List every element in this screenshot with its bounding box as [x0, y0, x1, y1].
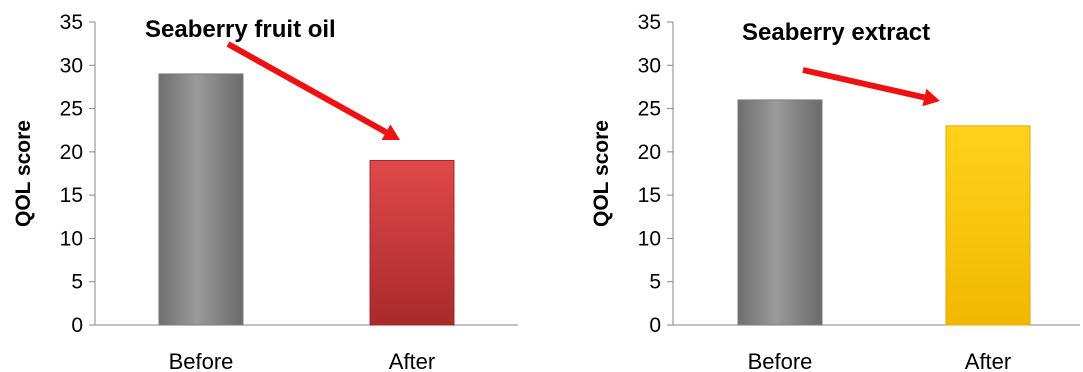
arrow-head [381, 124, 400, 141]
y-tick-label: 15 [638, 184, 661, 207]
y-tick-label: 10 [60, 227, 83, 250]
bar-before [737, 99, 823, 326]
y-tick-label: 0 [649, 314, 661, 337]
y-tick-label: 5 [649, 271, 661, 294]
y-tick-label: 30 [638, 54, 661, 77]
bar-after [945, 125, 1031, 326]
x-tick-label: After [389, 349, 435, 372]
y-axis-label: QOL score [12, 120, 35, 227]
y-tick-label: 5 [71, 271, 83, 294]
chart-title: Seaberry fruit oil [145, 16, 336, 43]
x-tick-label: Before [169, 349, 234, 372]
x-tick-label: Before [748, 349, 813, 372]
y-tick-label: 30 [60, 54, 83, 77]
y-tick-label: 35 [60, 11, 83, 34]
y-tick-label: 10 [638, 227, 661, 250]
y-tick-label: 25 [60, 98, 83, 121]
chart-1: 0 5 10 15 20 25 30 35 QOL score Before After Seaber… [12, 11, 518, 372]
arrow-shaft [802, 67, 926, 101]
y-tick-label: 25 [638, 98, 661, 121]
arrow-shaft [226, 41, 388, 135]
y-tick-label: 20 [638, 141, 661, 164]
y-tick-label: 20 [60, 141, 83, 164]
x-tick-label: After [965, 349, 1011, 372]
bar-before [158, 73, 244, 326]
y-tick-label: 15 [60, 184, 83, 207]
bar-after [369, 160, 455, 326]
y-tick-label: 35 [638, 11, 661, 34]
chart-title: Seaberry extract [742, 19, 930, 46]
y-tick-label: 0 [71, 314, 83, 337]
chart-2: 0 5 10 15 20 25 30 35 QOL score Before After Seaber… [590, 11, 1080, 372]
arrow-head [922, 88, 940, 107]
y-axis-label: QOL score [590, 120, 613, 227]
